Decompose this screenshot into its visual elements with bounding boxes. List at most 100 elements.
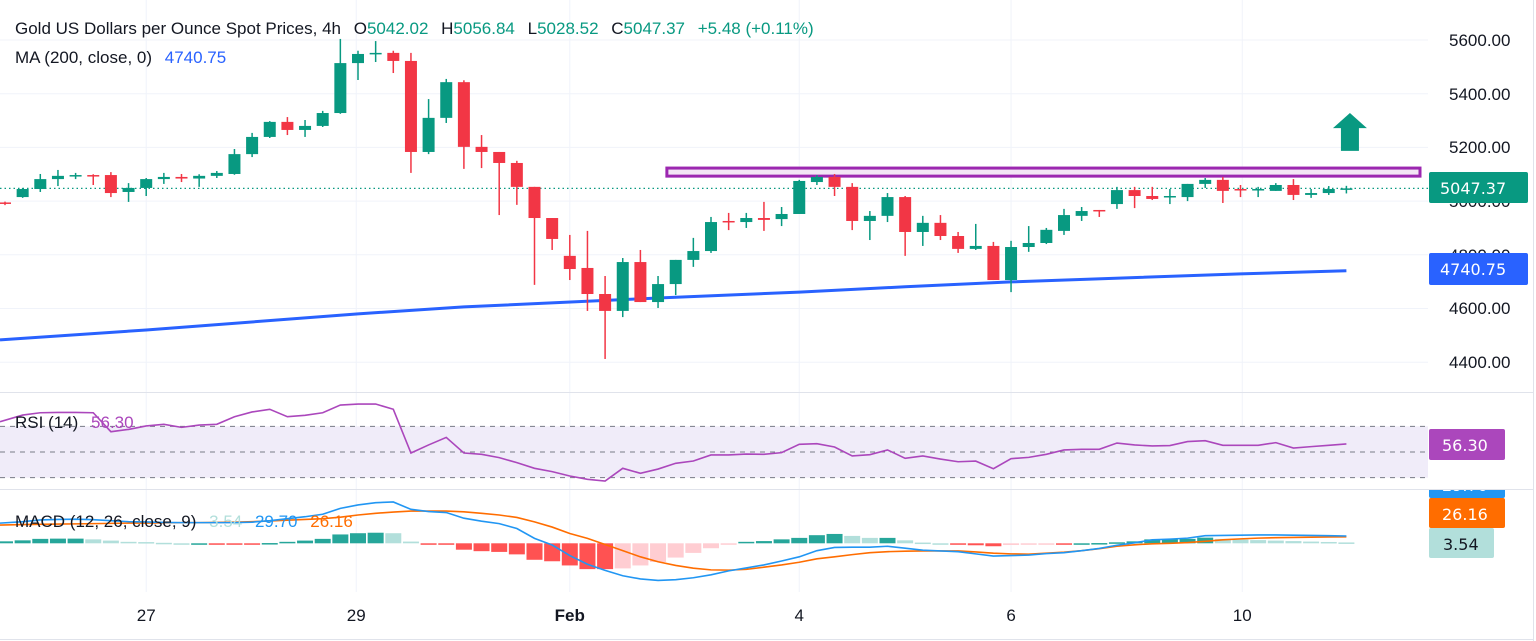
macd-histogram-bar	[102, 540, 119, 544]
candle-body	[1146, 195, 1159, 199]
candle-body	[193, 175, 206, 179]
candle	[1199, 178, 1212, 188]
macd-histogram-bar	[667, 543, 684, 558]
macd-hist-value: 3.54	[209, 512, 242, 531]
candle	[899, 195, 912, 256]
candle-body	[140, 179, 153, 188]
close-label: C	[611, 19, 623, 38]
candle	[775, 207, 788, 227]
high-label: H	[441, 19, 453, 38]
candle	[1252, 186, 1265, 198]
candle-body	[793, 180, 806, 214]
candle	[334, 38, 347, 114]
candle-body	[775, 213, 788, 220]
candle-body	[740, 218, 753, 223]
candle-body	[16, 189, 29, 198]
candle-body	[1199, 179, 1212, 184]
time-label: Feb	[555, 606, 585, 625]
candle-body	[987, 245, 1000, 281]
time-label: 6	[1006, 606, 1015, 625]
macd-histogram-bar	[1091, 543, 1108, 545]
macd-histogram-bar	[1179, 538, 1196, 544]
candle-body	[581, 267, 594, 295]
symbol-legend: Gold US Dollars per Ounce Spot Prices, 4…	[15, 19, 814, 38]
candle-body	[1110, 190, 1123, 205]
candle-body	[157, 176, 170, 180]
macd-legend: MACD (12, 26, close, 9) 3.54 29.70 26.16	[15, 512, 353, 531]
candle-body	[616, 262, 629, 311]
low-value: 5028.52	[537, 19, 598, 38]
macd-histogram-bar	[985, 543, 1002, 547]
macd-histogram-bar	[844, 535, 861, 544]
price-tick-label: 4400.00	[1449, 353, 1510, 372]
macd-value-tag	[1429, 490, 1505, 498]
rsi-legend: RSI (14) 56.30	[15, 413, 134, 432]
macd-histogram-bar	[755, 541, 772, 544]
candle-body	[1022, 242, 1035, 248]
macd-histogram-bar	[1020, 543, 1037, 545]
macd-histogram-bar	[914, 542, 931, 545]
candle-body	[175, 176, 188, 179]
rsi-pane[interactable]	[0, 403, 1428, 482]
macd-histogram-bar	[155, 542, 172, 545]
candle	[1075, 207, 1088, 221]
time-label: 10	[1233, 606, 1252, 625]
macd-histogram-bar	[173, 543, 190, 545]
candle	[581, 230, 594, 311]
macd-histogram-bar	[420, 543, 437, 545]
candle-body	[599, 294, 612, 311]
candle	[1269, 183, 1282, 191]
rsi-legend-label[interactable]: RSI (14)	[15, 413, 78, 432]
candle	[563, 234, 576, 281]
candle	[440, 78, 453, 123]
candle-body	[881, 197, 894, 216]
symbol-title[interactable]: Gold US Dollars per Ounce Spot Prices, 4…	[15, 19, 341, 38]
macd-histogram-bar	[402, 541, 419, 544]
price-axis[interactable]: 5600.00 5400.00 5200.00 5000.00 4800.00 …	[1429, 31, 1528, 372]
candle	[952, 231, 965, 253]
rsi-axis[interactable]: 56.30	[1429, 429, 1505, 460]
macd-histogram-bar	[1285, 541, 1302, 544]
candle	[369, 41, 382, 63]
candle	[1146, 186, 1159, 201]
macd-histogram-bar	[950, 543, 967, 545]
macd-histogram-bar	[14, 540, 31, 544]
ma-legend-label[interactable]: MA (200, close, 0)	[15, 48, 152, 67]
candle-body	[228, 154, 241, 174]
candle-body	[352, 53, 364, 64]
macd-histogram-bar	[49, 538, 66, 544]
macd-histogram-bar	[1303, 541, 1320, 544]
rsi-value-tag	[1429, 429, 1505, 460]
macd-histogram-bar	[967, 543, 984, 546]
candle	[1287, 179, 1300, 201]
macd-axis[interactable]: 29.70 26.16 3.54	[1429, 472, 1505, 558]
candle	[1216, 176, 1229, 203]
candle-body	[316, 113, 329, 126]
macd-histogram-bar	[67, 538, 84, 544]
macd-pane[interactable]	[0, 501, 1355, 582]
candle-body	[0, 202, 11, 204]
macd-signal-value: 26.16	[310, 512, 353, 531]
candle	[599, 276, 612, 359]
candle-body	[1163, 195, 1176, 198]
macd-value-tag-text: 29.70	[1442, 476, 1488, 495]
macd-histogram-bar	[808, 535, 825, 544]
candle	[1322, 186, 1335, 195]
time-label: 29	[347, 606, 366, 625]
candle-body	[246, 136, 259, 155]
candle-body	[952, 236, 965, 249]
candle-body	[87, 175, 100, 177]
macd-legend-label[interactable]: MACD (12, 26, close, 9)	[15, 512, 196, 531]
open-value: 5042.02	[367, 19, 428, 38]
time-axis[interactable]: 27 29 Feb 4 6 10	[137, 606, 1252, 625]
macd-histogram-bar	[632, 543, 649, 566]
macd-histogram-bar	[1338, 542, 1355, 544]
price-tick-label: 5600.00	[1449, 31, 1510, 50]
candle	[1093, 209, 1106, 217]
price-pane[interactable]	[0, 38, 1428, 359]
candle	[1022, 226, 1035, 252]
candle-body	[634, 262, 647, 303]
candle	[404, 52, 417, 173]
candle	[1234, 184, 1247, 198]
